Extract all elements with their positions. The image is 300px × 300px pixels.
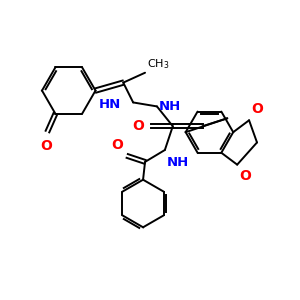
Text: O: O bbox=[40, 140, 52, 154]
Text: O: O bbox=[132, 119, 144, 133]
Text: HN: HN bbox=[99, 98, 121, 111]
Text: O: O bbox=[239, 169, 251, 183]
Text: CH$_3$: CH$_3$ bbox=[147, 57, 170, 71]
Text: NH: NH bbox=[167, 156, 189, 169]
Text: O: O bbox=[251, 102, 263, 116]
Text: NH: NH bbox=[159, 100, 181, 113]
Text: O: O bbox=[111, 138, 123, 152]
